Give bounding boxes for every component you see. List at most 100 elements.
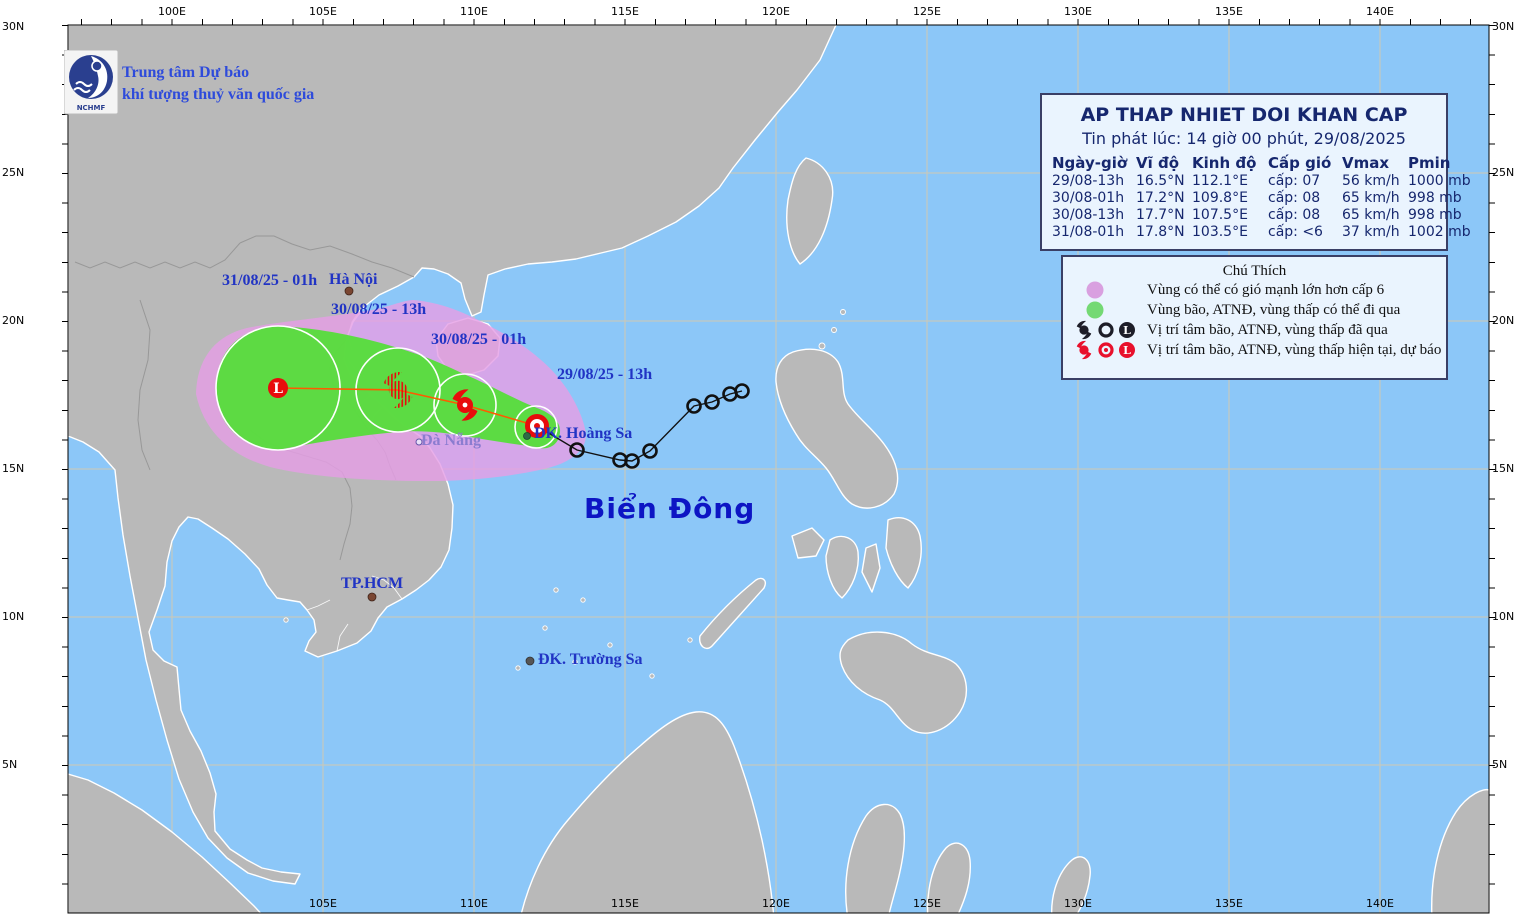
storm-bulletin-panel: AP THAP NHIET DOI KHAN CAP Tin phát lúc:… (1040, 93, 1471, 251)
axis-label: 25N (2, 165, 25, 179)
table-cell: 56 km/h (1342, 173, 1400, 189)
table-cell: 37 km/h (1342, 224, 1400, 240)
current-position-symbol (525, 414, 549, 438)
hoangsa-marker (523, 432, 531, 440)
table-cell: 65 km/h (1342, 190, 1400, 206)
forecast-low-symbol: L (268, 378, 288, 398)
truongsa-marker (525, 656, 535, 666)
table-cell: 17.2°N (1136, 190, 1185, 206)
past-storm-symbols-icon: L (1073, 320, 1147, 340)
axis-label: 135E (1215, 5, 1243, 18)
danang-marker (415, 438, 423, 446)
tphcm-marker (367, 592, 377, 602)
axis-label: 20N (1492, 313, 1515, 327)
waypoint-label-30-08-01h: 30/08/25 - 01h (431, 331, 527, 348)
table-cell: 1002 mb (1408, 224, 1471, 240)
table-cell: 112.1°E (1192, 173, 1248, 189)
axis-label: 10N (1492, 609, 1515, 623)
axis-label: 30N (1492, 19, 1515, 33)
legend-item: L Vị trí tâm bão, ATNĐ, vùng thấp đã qua (1073, 320, 1446, 340)
table-cell: 109.8°E (1192, 190, 1248, 206)
table-cell: 17.8°N (1136, 224, 1185, 240)
table-cell: 107.5°E (1192, 207, 1248, 223)
legend-item-label: Vị trí tâm bão, ATNĐ, vùng thấp hiện tại… (1147, 341, 1442, 358)
column-header: Cấp gió (1268, 154, 1332, 172)
axis-label: 110E (460, 897, 488, 910)
axis-label: 105E (309, 897, 337, 910)
axis-label: 15N (2, 461, 25, 475)
hanoi-marker (344, 286, 354, 296)
table-cell: 1000 mb (1408, 173, 1471, 189)
bulletin-issued-time: Tin phát lúc: 14 giờ 00 phút, 29/08/2025 (1082, 129, 1406, 148)
left-axis-ticks (62, 25, 68, 913)
city-label-hoang-sa: ĐK. Hoàng Sa (534, 425, 633, 442)
svg-text:L: L (1123, 344, 1131, 357)
column-header: Vĩ độ (1136, 154, 1180, 172)
city-markers (344, 286, 535, 666)
column-header: Ngày-giờ (1052, 154, 1128, 172)
possible-track-zone (216, 326, 561, 450)
right-axis-ticks (1489, 25, 1495, 913)
axis-label: 120E (762, 897, 790, 910)
forecast-table: Ngày-giờ Vĩ độ Kinh độ Cấp gió Vmax Pmin… (1042, 154, 1471, 240)
table-cell: 65 km/h (1342, 207, 1400, 223)
agency-name-line2: khí tượng thuỷ văn quốc gia (122, 86, 315, 103)
green-zone-icon (1073, 300, 1147, 320)
table-cell: cấp: <6 (1268, 224, 1323, 240)
axis-label: 15N (1492, 461, 1515, 475)
axis-label: 130E (1064, 897, 1092, 910)
column-header: Pmin (1408, 154, 1451, 172)
axis-label: 125E (913, 897, 941, 910)
legend-panel: Chú Thích Vùng có thể có gió mạnh lớn hơ… (1061, 255, 1448, 380)
waypoint-label-30-08-13h: 30/08/25 - 13h (331, 301, 427, 318)
forecast-track-line (277, 387, 538, 427)
axis-label: 20N (2, 313, 25, 327)
table-cell: 30/08-13h (1052, 207, 1125, 223)
axis-label: 25N (1492, 165, 1515, 179)
city-label-hanoi: Hà Nội (329, 271, 378, 288)
table-cell: 30/08-01h (1052, 190, 1125, 206)
small-islands (283, 309, 846, 679)
table-cell: 16.5°N (1136, 173, 1185, 189)
svg-text:L: L (1123, 324, 1131, 337)
table-cell: cấp: 08 (1268, 190, 1321, 206)
axis-label: 125E (913, 5, 941, 18)
legend-item-label: Vùng bão, ATNĐ, vùng thấp có thể đi qua (1147, 301, 1401, 318)
axis-label: 5N (2, 757, 18, 771)
axis-label: 115E (611, 5, 639, 18)
axis-label: 100E (158, 5, 186, 18)
axis-label: 115E (611, 897, 639, 910)
table-cell: 998 mb (1408, 207, 1462, 223)
legend-item: L Vị trí tâm bão, ATNĐ, vùng thấp hiện t… (1073, 340, 1446, 360)
forecast-storm-symbol (452, 389, 478, 421)
axis-label: 140E (1366, 897, 1394, 910)
waypoint-label-29-08-13h: 29/08/25 - 13h (557, 366, 653, 383)
axis-label: 105E (309, 5, 337, 18)
table-cell: 31/08-01h (1052, 224, 1125, 240)
bulletin-title: AP THAP NHIET DOI KHAN CAP (1080, 104, 1408, 126)
table-cell: 998 mb (1408, 190, 1462, 206)
axis-label: 30N (2, 19, 25, 33)
past-position-markers (569, 383, 750, 469)
agency-name-line1: Trung tâm Dự báo (122, 64, 250, 81)
table-cell: 17.7°N (1136, 207, 1185, 223)
svg-text:L: L (273, 381, 283, 397)
legend-title: Chú Thích (1222, 263, 1287, 279)
axis-label: 130E (1064, 5, 1092, 18)
legend-item-label: Vùng có thể có gió mạnh lớn hơn cấp 6 (1147, 281, 1385, 298)
city-label-danang: Đà Nẵng (421, 432, 482, 449)
axis-label: 135E (1215, 897, 1243, 910)
table-cell: 29/08-13h (1052, 173, 1125, 189)
column-header: Kinh độ (1192, 154, 1257, 172)
axis-label: 5N (1492, 757, 1508, 771)
axis-label: 10N (2, 609, 25, 623)
axis-label: 120E (762, 5, 790, 18)
city-label-tphcm: TP.HCM (341, 575, 404, 592)
agency-name: Trung tâm Dự báo khí tượng thuỷ văn quốc… (122, 62, 314, 106)
agency-branding: NCHMF (63, 49, 120, 120)
legend-item-label: Vị trí tâm bão, ATNĐ, vùng thấp đã qua (1147, 321, 1388, 338)
column-header: Vmax (1342, 154, 1390, 172)
nchmf-logo: NCHMF (63, 49, 119, 115)
table-cell: cấp: 07 (1268, 173, 1321, 189)
